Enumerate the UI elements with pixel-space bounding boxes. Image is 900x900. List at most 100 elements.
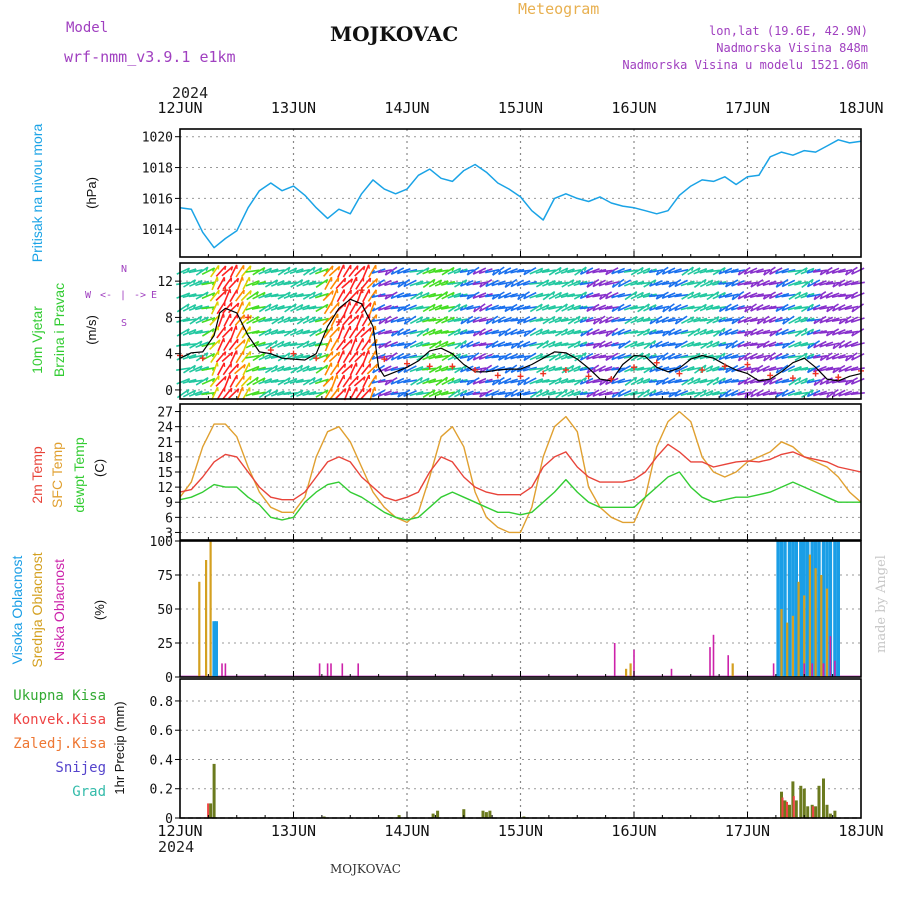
wind-arrow xyxy=(586,278,600,288)
wind-arrow xyxy=(264,279,279,288)
wind-arrow-shaft xyxy=(680,355,695,359)
wind-arrow xyxy=(460,340,474,349)
wind-arrow-shaft xyxy=(523,327,537,338)
wind-arrow-head xyxy=(363,266,366,271)
precip-legend-2: Zaledj.Kisa xyxy=(13,736,106,752)
wind-arrow xyxy=(648,293,664,298)
wind-arrow-shaft xyxy=(201,306,216,310)
wind-arrow-shaft xyxy=(195,316,209,324)
wind-arrow xyxy=(479,389,493,398)
wind-arrow-shaft xyxy=(390,377,405,385)
wind-arrow-shaft xyxy=(479,328,493,336)
wind-arrow-shaft xyxy=(211,276,219,291)
wind-arrow-shaft xyxy=(240,290,252,302)
wind-arrow-head xyxy=(459,379,464,383)
wind-arrow-head xyxy=(491,295,495,300)
y-tick-label: 0.6 xyxy=(150,724,173,739)
wind-arrow-head xyxy=(438,279,443,284)
wind-arrow-shaft xyxy=(693,328,707,337)
wind-arrow-shaft xyxy=(372,279,386,288)
wind-arrow-head xyxy=(825,294,830,299)
wind-arrow-head xyxy=(510,379,514,384)
wind-arrow-shaft xyxy=(308,306,323,310)
wind-arrow xyxy=(585,268,600,275)
wind-arrow-head xyxy=(300,279,304,284)
wind-arrow xyxy=(762,377,777,386)
wind-arrow-head xyxy=(592,355,596,360)
wind-arrow-shaft xyxy=(838,354,853,359)
wind-arrow-shaft xyxy=(763,377,777,386)
wind-arrow-head xyxy=(539,328,544,333)
wind-arrow-shaft xyxy=(434,269,449,273)
wind-arrow xyxy=(624,315,638,325)
wind-arrow-shaft xyxy=(328,351,341,363)
wind-arrow-head xyxy=(844,343,849,348)
wind-arrow-shaft xyxy=(217,313,225,327)
wind-arrow-shaft xyxy=(428,389,443,398)
wind-arrow-shaft xyxy=(329,277,340,290)
wind-arrow-shaft xyxy=(598,365,613,373)
wind-arrow-shaft xyxy=(322,375,334,387)
wind-arrow xyxy=(223,338,232,352)
wind-arrow-head xyxy=(372,368,376,374)
wind-arrow-head xyxy=(762,381,767,386)
wind-arrow xyxy=(832,279,846,288)
wind-arrow xyxy=(384,316,398,324)
wind-arrow-head xyxy=(571,304,575,309)
wind-arrow-head xyxy=(604,319,609,324)
wind-arrow xyxy=(235,289,245,302)
wind-arrow xyxy=(819,341,834,348)
wind-arrow xyxy=(818,305,834,310)
wind-arrow xyxy=(648,390,663,397)
wind-arrow xyxy=(314,378,330,385)
wind-arrow-shaft xyxy=(322,290,334,302)
wind-arrow xyxy=(416,327,430,337)
wind-arrow-shaft xyxy=(372,303,386,312)
wind-arrow xyxy=(485,390,499,397)
wind-arrow-shaft xyxy=(523,352,537,362)
wind-arrow-shaft xyxy=(223,374,231,389)
wind-arrow xyxy=(441,377,455,386)
wind-arrow xyxy=(542,315,556,325)
wind-arrow xyxy=(472,267,487,275)
precip-bar-total xyxy=(788,804,791,818)
wind-arrow-head xyxy=(325,304,329,309)
wind-arrow-shaft xyxy=(845,377,859,386)
wind-arrow-head xyxy=(844,330,849,334)
wind-arrow xyxy=(611,303,625,313)
wind-arrow xyxy=(368,325,377,340)
wind-arrow xyxy=(832,364,846,374)
wind-arrow xyxy=(763,266,776,276)
wind-arrow-head xyxy=(646,328,651,333)
y-tick-label: 24 xyxy=(157,421,173,436)
wind-arrow-head xyxy=(539,303,543,309)
wind-arrow-shaft xyxy=(825,267,840,275)
wind-arrow xyxy=(390,391,405,396)
wind-arrow-head xyxy=(710,279,714,284)
wind-arrow-shaft xyxy=(296,315,310,325)
wind-arrow xyxy=(459,279,474,287)
wind-arrow-shaft xyxy=(806,293,821,298)
wind-arrow-shaft xyxy=(492,266,505,276)
wind-arrow-head xyxy=(337,327,340,332)
wind-arrow-shaft xyxy=(832,339,846,350)
wind-arrow-shaft xyxy=(188,304,203,312)
wind-arrow-shaft xyxy=(705,330,720,335)
wind-arrow xyxy=(561,303,575,312)
wind-arrow-shaft xyxy=(447,317,462,323)
wind-arrow-shaft xyxy=(768,366,783,372)
wind-arrow xyxy=(491,316,506,325)
wind-arrow-head xyxy=(724,307,729,312)
wind-arrow-shaft xyxy=(630,341,645,348)
wind-arrow xyxy=(598,268,613,273)
wind-arrow-head xyxy=(249,265,252,270)
wind-arrow xyxy=(410,291,424,300)
wind-arrow-head xyxy=(363,376,366,381)
wind-arrow xyxy=(485,279,499,288)
compass-south: S xyxy=(121,318,127,329)
wind-arrow-head xyxy=(592,320,596,325)
wind-arrow xyxy=(422,389,436,398)
wind-arrow-head xyxy=(216,362,219,367)
wind-arrow-head xyxy=(775,269,779,275)
wind-arrow-head xyxy=(497,318,502,323)
